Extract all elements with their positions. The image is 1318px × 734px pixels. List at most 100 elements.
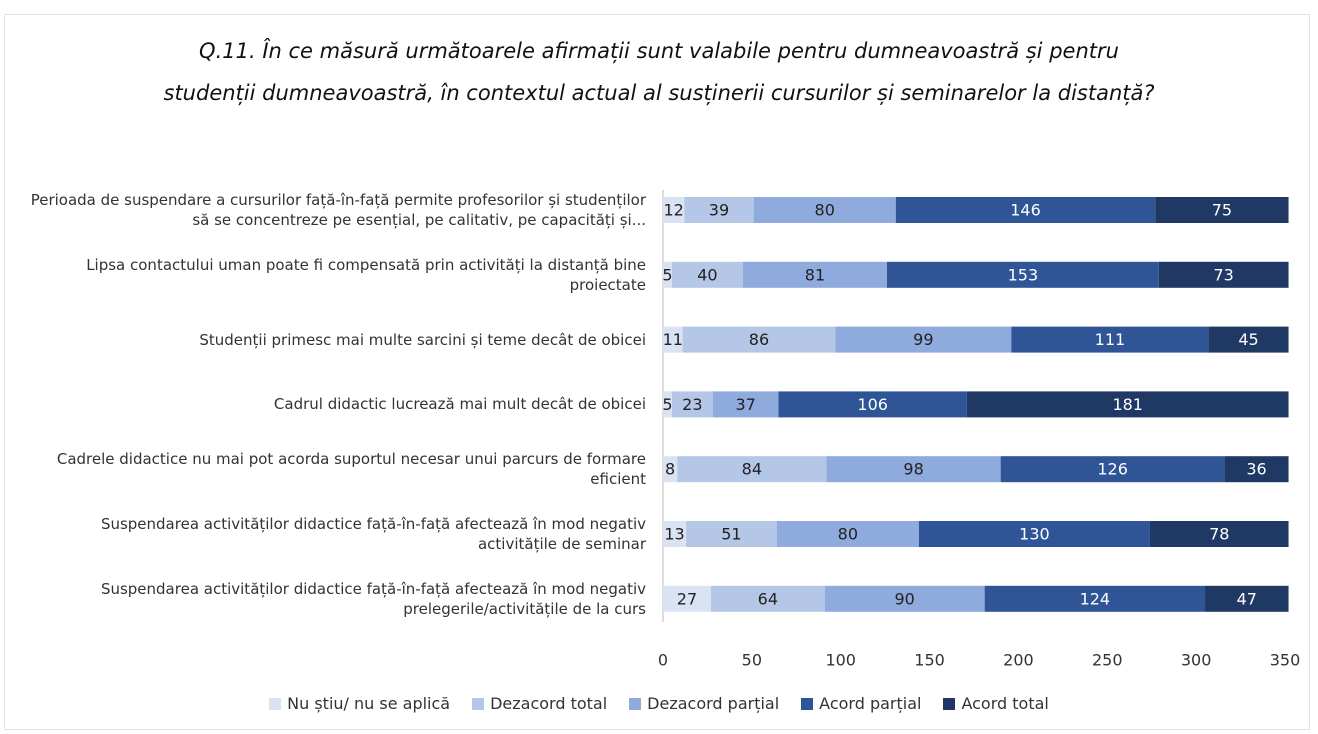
data-label: 111 xyxy=(1095,330,1126,349)
bar-segment xyxy=(682,326,836,353)
category-label: Cadrul didactic lucrează mai mult decât … xyxy=(273,395,646,414)
data-label: 86 xyxy=(749,330,769,349)
x-tick-label: 350 xyxy=(1270,651,1301,670)
bar-segment xyxy=(1011,326,1209,353)
data-label: 45 xyxy=(1238,330,1258,349)
x-tick-label: 50 xyxy=(742,651,762,670)
legend-swatch xyxy=(629,697,642,710)
legend-swatch xyxy=(801,697,814,710)
data-label: 80 xyxy=(815,201,835,220)
data-label: 90 xyxy=(895,589,915,608)
bar-segment xyxy=(776,521,919,547)
data-label: 73 xyxy=(1214,265,1234,284)
legend-label: Acord parțial xyxy=(819,694,922,713)
data-label: 51 xyxy=(721,525,741,544)
data-label: 64 xyxy=(758,589,778,608)
data-label: 27 xyxy=(677,589,697,608)
category-label: Suspendarea activităților didactice față… xyxy=(100,515,646,553)
bar-segment xyxy=(1155,197,1289,223)
x-tick-label: 200 xyxy=(1003,651,1034,670)
data-label: 126 xyxy=(1097,460,1128,479)
data-label: 78 xyxy=(1209,525,1229,544)
legend-swatch xyxy=(472,697,485,710)
bar-segment xyxy=(686,521,777,547)
data-label: 153 xyxy=(1008,265,1039,284)
x-tick-label: 0 xyxy=(658,651,668,670)
bar-segment xyxy=(712,391,779,418)
bar-segment xyxy=(710,585,825,612)
bar-segment xyxy=(684,197,754,223)
chart-title: Q.11. În ce măsură următoarele afirmații… xyxy=(163,39,1155,105)
bar-segment xyxy=(663,521,687,547)
bar-segment xyxy=(1158,261,1289,288)
legend-item: Acord parțial xyxy=(801,694,921,713)
data-label: 84 xyxy=(742,460,762,479)
data-label: 11 xyxy=(663,330,683,349)
bar-segment xyxy=(918,521,1150,547)
data-label: 12 xyxy=(663,201,683,220)
bar-segment xyxy=(1224,456,1289,483)
legend-item: Dezacord parțial xyxy=(629,694,779,713)
bar-segment xyxy=(966,391,1289,418)
legend-label: Dezacord total xyxy=(490,694,608,713)
data-label: 75 xyxy=(1212,201,1232,220)
legend-item: Nu știu/ nu se aplică xyxy=(269,694,450,713)
legend: Nu știu/ nu se aplică Dezacord total Dezac… xyxy=(0,694,1318,713)
data-label: 37 xyxy=(735,395,755,414)
legend-item: Dezacord total xyxy=(472,694,607,713)
data-label: 98 xyxy=(903,460,923,479)
bar-segment xyxy=(824,585,985,612)
bar-segment xyxy=(886,261,1159,288)
bar-segment xyxy=(753,197,896,223)
bar-segment xyxy=(663,326,683,353)
bar-segment xyxy=(677,456,827,483)
data-label: 40 xyxy=(697,265,717,284)
x-tick-label: 300 xyxy=(1181,651,1212,670)
legend-swatch xyxy=(943,697,956,710)
x-tick-label: 250 xyxy=(1092,651,1123,670)
bar-segment xyxy=(663,391,672,418)
bar-segment xyxy=(835,326,1012,353)
data-label: 47 xyxy=(1237,589,1257,608)
bar-segment xyxy=(895,197,1156,223)
data-label: 8 xyxy=(665,460,675,479)
bar-segment xyxy=(663,197,685,223)
bar-segment xyxy=(1205,585,1289,612)
bar-segment xyxy=(663,456,678,483)
x-tick-label: 150 xyxy=(914,651,945,670)
bar-segment xyxy=(778,391,967,418)
x-tick-label: 100 xyxy=(825,651,856,670)
legend-item: Acord total xyxy=(943,694,1049,713)
data-label: 80 xyxy=(838,525,858,544)
data-label: 5 xyxy=(662,265,672,284)
data-label: 99 xyxy=(913,330,933,349)
bar-segment xyxy=(742,261,887,288)
data-label: 39 xyxy=(709,201,729,220)
data-label: 23 xyxy=(682,395,702,414)
data-label: 5 xyxy=(662,395,672,414)
legend-label: Dezacord parțial xyxy=(647,694,780,713)
data-label: 124 xyxy=(1080,589,1111,608)
bar-segment xyxy=(1000,456,1225,483)
data-label: 13 xyxy=(664,525,684,544)
bar-segment xyxy=(984,585,1206,612)
bar-segment xyxy=(1208,326,1289,353)
data-label: 181 xyxy=(1112,395,1143,414)
legend-label: Acord total xyxy=(961,694,1049,713)
category-label: Lipsa contactului uman poate fi compensa… xyxy=(86,255,646,294)
data-label: 130 xyxy=(1019,525,1050,544)
bar-segment xyxy=(663,585,711,612)
data-label: 106 xyxy=(857,395,888,414)
data-label: 81 xyxy=(805,265,825,284)
bar-segment xyxy=(663,261,672,288)
data-label: 36 xyxy=(1246,460,1266,479)
category-label: Suspendarea activităților didactice față… xyxy=(100,579,646,618)
frame xyxy=(4,14,1310,730)
category-label: Perioada de suspendare a cursurilor față… xyxy=(30,191,646,229)
legend-swatch xyxy=(269,697,282,710)
bar-segment xyxy=(826,456,1001,483)
legend-label: Nu știu/ nu se aplică xyxy=(287,694,451,713)
bar-segment xyxy=(671,261,743,288)
